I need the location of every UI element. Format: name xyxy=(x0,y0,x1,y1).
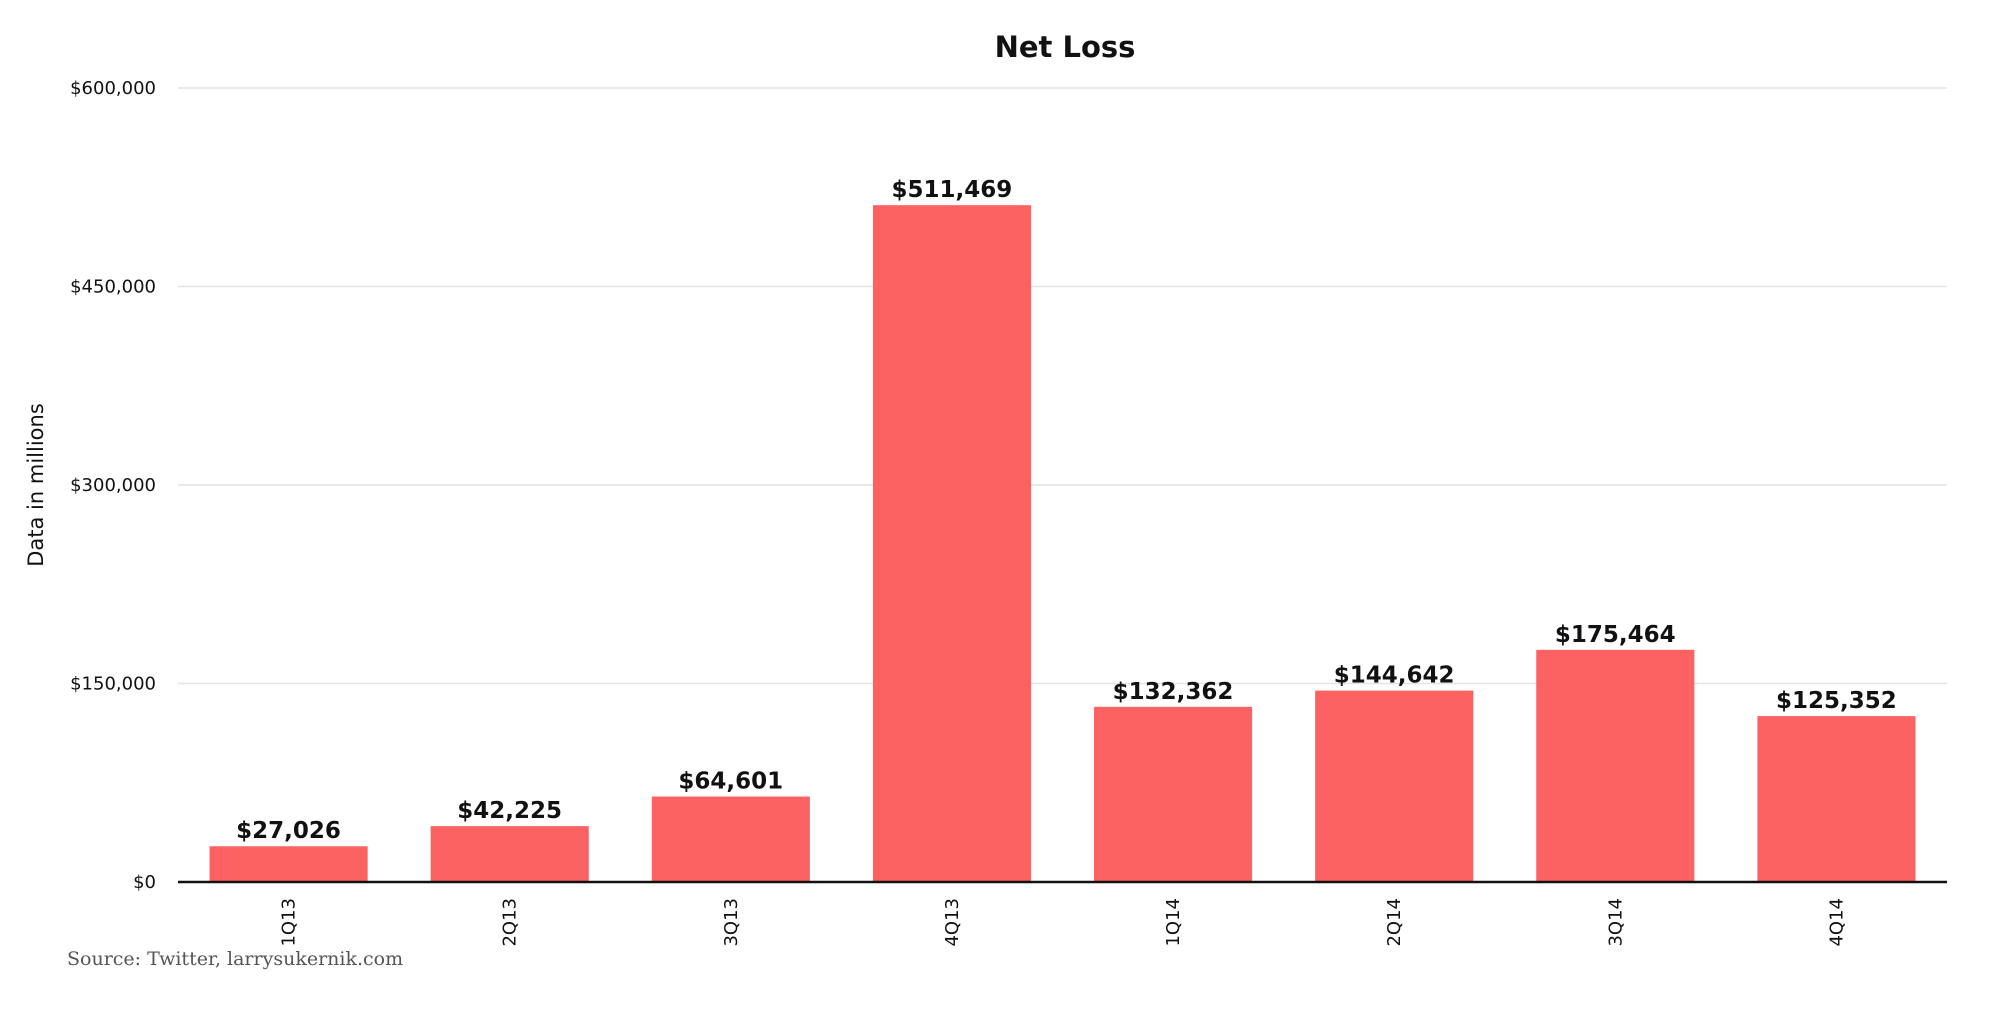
bar-1q13 xyxy=(209,846,368,882)
bar-3q14 xyxy=(1536,649,1695,882)
data-label: $125,352 xyxy=(1776,688,1897,714)
bar-2q13 xyxy=(430,826,589,882)
data-label: $144,642 xyxy=(1334,663,1455,689)
bar-layer xyxy=(209,205,1916,883)
y-tick-label: $450,000 xyxy=(70,277,156,298)
x-tick-label: 2Q14 xyxy=(1384,898,1405,947)
bar-4q14 xyxy=(1757,716,1916,882)
x-tick-label: 3Q14 xyxy=(1605,898,1626,947)
x-tick-label: 3Q13 xyxy=(721,898,742,947)
bar-2q14 xyxy=(1315,690,1474,882)
y-tick-label: $600,000 xyxy=(70,78,156,99)
y-axis-label: Data in millions xyxy=(24,403,48,567)
source-note: Source: Twitter, larrysukernik.com xyxy=(67,948,404,970)
x-tick-label: 4Q13 xyxy=(942,898,963,947)
bar-3q13 xyxy=(651,796,810,882)
x-axis-ticks: 1Q13 2Q13 3Q13 4Q13 1Q14 2Q14 3Q14 4Q14 xyxy=(279,898,1848,947)
x-tick-label: 2Q13 xyxy=(500,898,521,947)
data-label: $64,601 xyxy=(678,769,783,795)
grid-layer xyxy=(178,87,1947,685)
y-tick-label: $300,000 xyxy=(70,475,156,496)
bar-4q13 xyxy=(872,205,1031,883)
data-label: $511,469 xyxy=(892,177,1013,203)
y-tick-label: $0 xyxy=(133,872,156,893)
data-label: $175,464 xyxy=(1555,622,1676,648)
bar-1q14 xyxy=(1094,706,1253,882)
data-label: $42,225 xyxy=(457,798,562,824)
data-label: $132,362 xyxy=(1113,679,1234,705)
y-axis-ticks: $0 $150,000 $300,000 $450,000 $600,000 xyxy=(70,78,156,893)
data-label: $27,026 xyxy=(236,818,341,844)
x-tick-label: 1Q13 xyxy=(279,898,300,947)
chart-title: Net Loss xyxy=(995,30,1136,64)
x-tick-label: 1Q14 xyxy=(1163,898,1184,947)
x-tick-label: 4Q14 xyxy=(1826,898,1847,947)
y-tick-label: $150,000 xyxy=(70,674,156,695)
data-label-layer: $27,026 $42,225 $64,601 $511,469 $132,362 $14… xyxy=(236,177,1897,844)
